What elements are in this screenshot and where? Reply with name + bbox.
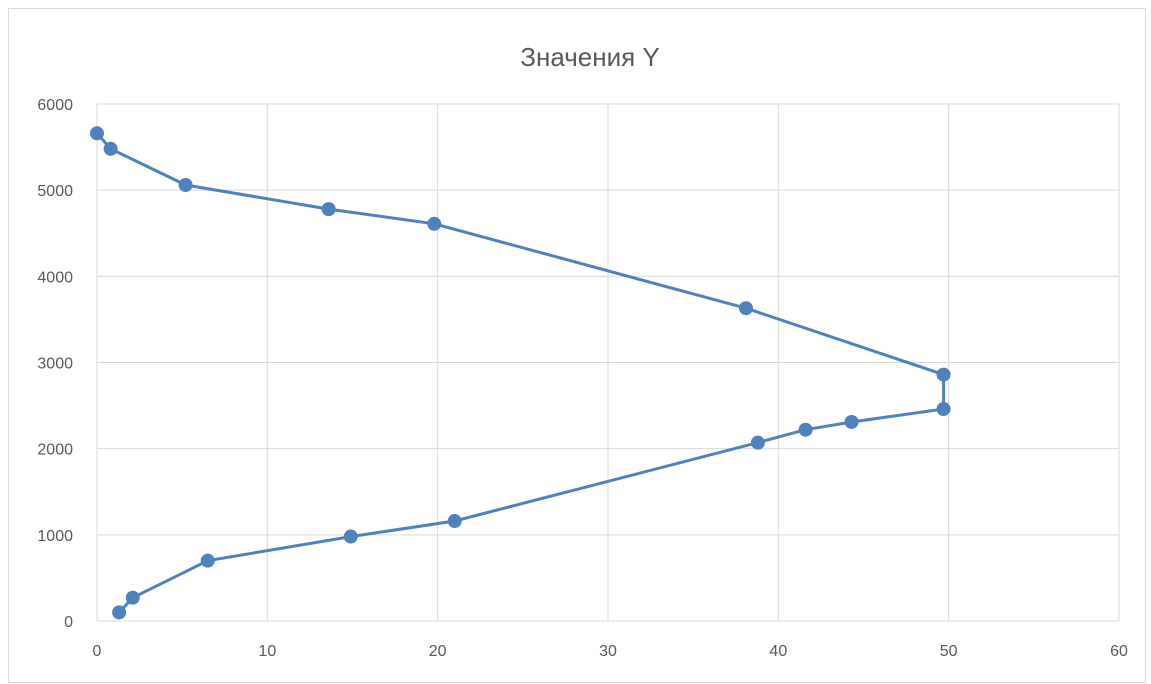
x-tick-label: 0 [93,643,102,660]
y-tick-label: 3000 [37,356,73,373]
y-tick-label: 5000 [37,183,73,200]
data-point-marker [798,422,813,437]
y-tick-label: 2000 [37,442,73,459]
data-point-marker [844,414,859,429]
x-tick-label: 30 [599,643,617,660]
data-point-marker [112,605,127,620]
data-point-marker [427,216,442,231]
data-point-marker [321,202,336,217]
data-point-marker [90,126,104,141]
chart-title: Значения Y [520,42,659,72]
chart-area: Значения Y 0 1000 2000 3000 4000 5000 6000 0 10 2… [8,8,1146,683]
grid [96,103,1120,622]
y-tick-label: 0 [64,614,73,631]
x-tick-label: 20 [429,643,447,660]
data-point-marker [103,141,118,156]
y-tick-label: 1000 [37,528,73,545]
data-point-marker [936,367,951,382]
data-point-marker [200,553,215,568]
data-point-marker [936,402,951,417]
x-tick-label: 40 [769,643,787,660]
x-tick-label: 60 [1110,643,1128,660]
data-point-marker [447,514,462,529]
data-point-marker [343,529,358,544]
data-point-marker [125,590,140,605]
x-tick-label: 50 [940,643,958,660]
y-tick-label: 4000 [37,269,73,286]
data-point-marker [738,301,753,316]
data-point-marker [750,435,765,450]
data-point-marker [178,177,193,192]
scatter-chart: Значения Y 0 1000 2000 3000 4000 5000 6000 0 10 2… [37,42,1128,660]
x-tick-label: 10 [258,643,276,660]
series [90,126,951,620]
y-tick-label: 6000 [37,97,73,114]
axis-tick-labels: 0 1000 2000 3000 4000 5000 6000 0 10 20 30 40 50 60 [37,97,1128,660]
series-line [95,132,946,614]
